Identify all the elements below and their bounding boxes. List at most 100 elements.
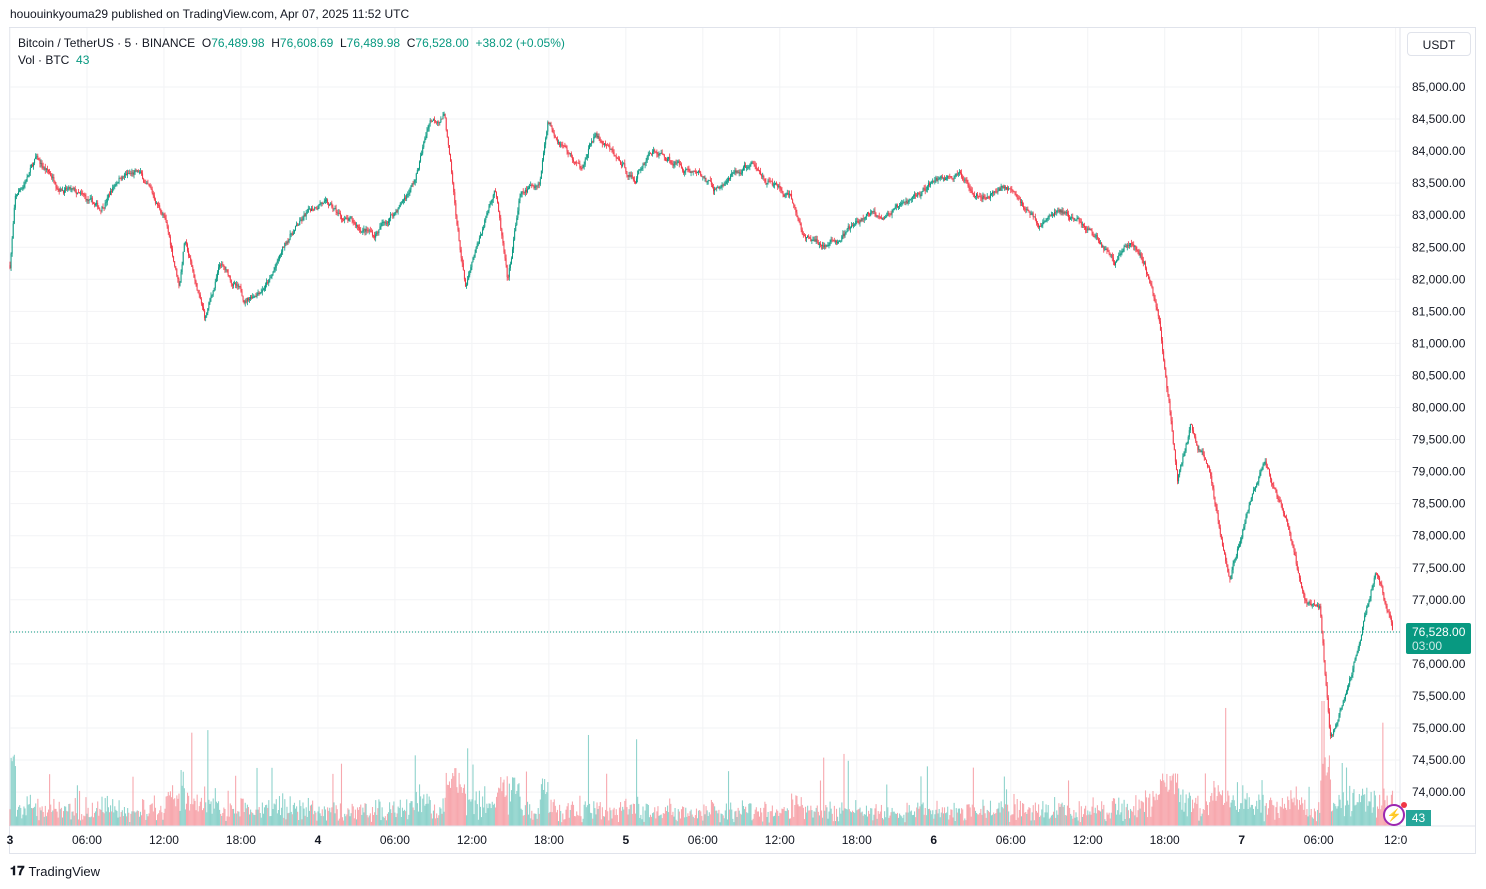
- volume-title[interactable]: Vol · BTC: [18, 53, 70, 67]
- symbol-title[interactable]: Bitcoin / TetherUS · 5 · BINANCE: [18, 36, 196, 50]
- candle-body: [367, 230, 369, 232]
- volume-bar: [91, 802, 93, 826]
- volume-bar: [593, 801, 595, 826]
- candle-body: [431, 120, 433, 122]
- time-tick-label: 3: [7, 833, 14, 847]
- candle-body: [1239, 544, 1241, 547]
- volume-bar: [1007, 804, 1009, 826]
- volume-bar: [291, 814, 293, 826]
- volume-bar: [1104, 819, 1106, 826]
- candle-body: [149, 185, 151, 188]
- volume-bar: [703, 804, 705, 826]
- volume-bar: [1323, 701, 1325, 826]
- candle-body: [678, 161, 680, 165]
- volume-bar: [248, 814, 251, 826]
- candle-body: [396, 210, 398, 212]
- volume-bar: [385, 820, 387, 826]
- candle-body: [1017, 197, 1019, 199]
- price-tick-label: 74,500.00: [1412, 753, 1466, 767]
- currency-button[interactable]: USDT: [1407, 32, 1471, 56]
- candle-body: [787, 193, 789, 195]
- candle-body: [1064, 212, 1066, 214]
- volume-bar: [482, 796, 484, 826]
- candle-body: [862, 218, 864, 220]
- candle-body: [1094, 236, 1096, 238]
- volume-bar: [83, 815, 85, 826]
- candle-body: [1140, 253, 1142, 257]
- volume-bar: [1183, 811, 1185, 826]
- candle-body: [522, 191, 524, 193]
- candle-body: [160, 208, 162, 213]
- volume-bar: [763, 807, 765, 826]
- candle-body: [539, 178, 541, 185]
- volume-bar: [520, 808, 522, 826]
- candle-body: [429, 120, 431, 124]
- volume-bar: [888, 817, 890, 826]
- volume-bar: [1043, 817, 1045, 826]
- volume-bar: [617, 822, 619, 826]
- volume-bar: [213, 808, 215, 826]
- candle-body: [910, 198, 912, 200]
- volume-bar: [38, 820, 40, 826]
- volume-bar: [119, 816, 121, 826]
- volume-bar: [1381, 805, 1383, 826]
- volume-bar: [85, 797, 87, 826]
- volume-bar: [917, 802, 919, 826]
- volume-bar: [389, 802, 391, 826]
- tradingview-brand[interactable]: 𝟏𝟕 TradingView: [10, 863, 100, 879]
- volume-bar: [1244, 798, 1246, 826]
- volume-bar: [312, 800, 314, 826]
- candle-body: [314, 207, 316, 210]
- candle-body: [1193, 430, 1195, 434]
- candle-body: [432, 118, 434, 121]
- volume-bar: [699, 810, 701, 826]
- volume-bar: [692, 816, 694, 826]
- volume-bar: [818, 815, 820, 826]
- candle-body: [55, 184, 57, 188]
- volume-bar: [1356, 802, 1358, 826]
- candle-body: [164, 215, 166, 219]
- candle-body: [932, 180, 934, 183]
- candle-body: [277, 259, 279, 261]
- volume-bar: [608, 820, 610, 826]
- candle-body: [656, 151, 658, 154]
- candle-body: [1232, 563, 1234, 570]
- candle-body: [29, 167, 31, 173]
- candle-body: [735, 170, 737, 173]
- volume-bar: [1344, 805, 1346, 826]
- candle-body: [742, 166, 744, 171]
- volume-bar: [1152, 791, 1154, 826]
- volume-bar: [87, 807, 89, 826]
- candle-body: [700, 172, 702, 176]
- volume-bar: [1215, 800, 1217, 826]
- lightning-icon[interactable]: ⚡: [1383, 802, 1407, 826]
- candle-body: [198, 293, 200, 295]
- volume-bar: [414, 755, 416, 826]
- volume-bar: [817, 811, 819, 826]
- volume-bar: [539, 799, 541, 826]
- candle-body: [863, 218, 865, 220]
- candle-body: [512, 249, 514, 259]
- volume-bar: [1110, 812, 1112, 826]
- candle-body: [677, 161, 679, 163]
- volume-bar: [95, 811, 97, 826]
- volume-bar: [112, 799, 114, 826]
- volume-bar: [966, 804, 968, 826]
- volume-bar: [947, 806, 949, 826]
- candle-body: [1349, 678, 1351, 685]
- candle-body: [368, 230, 370, 232]
- volume-bar: [367, 817, 369, 826]
- candle-body: [111, 191, 113, 193]
- candle-body: [1297, 569, 1299, 574]
- candle-body: [163, 214, 165, 216]
- candle-body: [532, 185, 534, 187]
- candle-body: [27, 175, 29, 178]
- candle-body: [95, 204, 97, 206]
- candle-body: [231, 283, 233, 286]
- volume-bar: [1275, 807, 1277, 826]
- candle-body: [107, 194, 109, 198]
- candle-body: [1089, 228, 1091, 230]
- price-tick-label: 83,500.00: [1412, 176, 1466, 190]
- candle-body: [833, 240, 835, 242]
